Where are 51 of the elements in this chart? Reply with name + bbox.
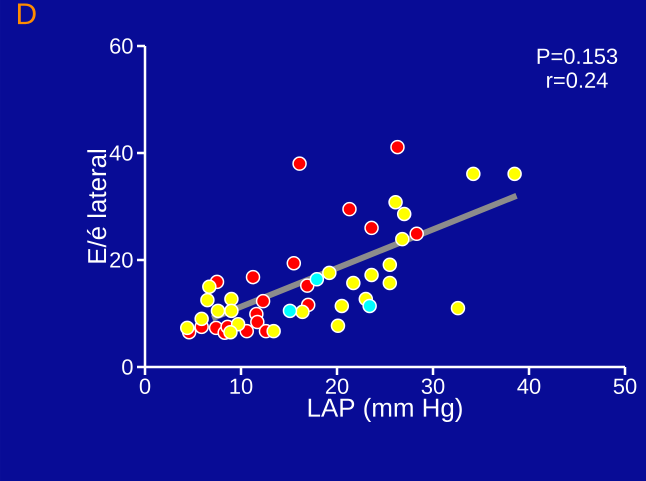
point <box>466 166 481 182</box>
point <box>382 276 398 290</box>
x-tick-label: 50 <box>614 378 636 394</box>
point <box>310 272 324 286</box>
point <box>322 266 337 280</box>
point <box>246 270 260 284</box>
point <box>194 312 209 326</box>
x-tick-label: 40 <box>517 378 540 394</box>
point <box>202 279 217 294</box>
point <box>346 276 361 290</box>
point <box>200 292 215 308</box>
point <box>282 304 298 318</box>
x-tick-label: 30 <box>422 378 444 394</box>
point <box>286 256 302 270</box>
y-tick-label: 20 <box>110 252 133 268</box>
point <box>210 304 226 318</box>
point <box>334 298 350 314</box>
x-tick-label: 20 <box>326 378 348 394</box>
point <box>342 202 357 216</box>
point <box>396 206 412 222</box>
point <box>409 226 424 242</box>
y-tick-label: 60 <box>110 38 133 54</box>
x-axis-title: LAP (mm Hg) <box>308 398 462 422</box>
x-tick-label: 10 <box>230 378 252 394</box>
y-tick-label: 0 <box>122 359 133 375</box>
point <box>180 320 194 336</box>
point <box>224 304 239 318</box>
point <box>295 304 310 320</box>
point <box>450 300 466 316</box>
point <box>364 268 379 282</box>
point <box>300 278 314 293</box>
point <box>382 258 398 272</box>
point <box>330 318 346 334</box>
point <box>388 194 403 210</box>
point <box>362 298 377 314</box>
point <box>507 166 522 182</box>
point <box>250 314 265 330</box>
chart-title: D <box>18 4 36 24</box>
point <box>395 232 410 246</box>
y-axis-title: E/é lateral <box>86 150 106 263</box>
point <box>224 292 239 306</box>
annotation: r=0.24 <box>547 72 608 88</box>
y-tick-label: 40 <box>110 145 133 161</box>
point <box>223 324 238 340</box>
point <box>390 140 405 154</box>
annotation: P=0.153 <box>538 48 618 64</box>
x-tick-label: 0 <box>140 378 150 394</box>
point <box>256 294 270 308</box>
point <box>266 324 281 338</box>
point <box>292 156 307 171</box>
point <box>364 220 379 236</box>
